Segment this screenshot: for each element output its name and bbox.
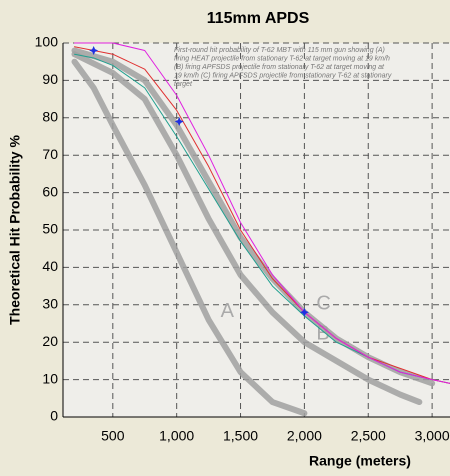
scan-curve	[71, 58, 308, 417]
x-tick-label: 1,500	[223, 428, 258, 444]
y-tick-label: 80	[42, 109, 58, 125]
annotation: First-round hit probability of T-62 MBT …	[174, 47, 385, 54]
y-axis-label: Theoretical Hit Probability %	[7, 135, 23, 325]
x-tick-label: 3,000	[415, 428, 450, 444]
x-tick-label: 1,000	[159, 428, 194, 444]
y-tick-label: 0	[50, 408, 58, 424]
y-tick-label: 60	[42, 183, 58, 199]
star-marker	[89, 45, 99, 55]
y-tick-label: 20	[42, 333, 58, 349]
annotation: firing HEAT projectile from stationary T…	[174, 55, 390, 62]
y-tick-label: 50	[42, 221, 58, 237]
annotation: (B) firing APFSDS projectile from statio…	[174, 64, 385, 71]
x-axis-label: Range (meters)	[309, 453, 411, 469]
star-marker	[174, 117, 184, 127]
scan-curve	[71, 51, 423, 406]
curve-label: C	[316, 293, 330, 315]
x-tick-label: 2,000	[287, 428, 322, 444]
y-tick-label: 10	[42, 370, 58, 386]
series-line	[73, 46, 450, 384]
annotation: 19 km/h (C) firing APFSDS projectile fro…	[174, 72, 392, 79]
y-tick-label: 70	[42, 146, 58, 162]
series-line	[73, 42, 450, 384]
curve-label: A	[221, 300, 235, 322]
annotation: target	[174, 81, 193, 88]
x-tick-label: 2,500	[351, 428, 386, 444]
y-tick-label: 30	[42, 296, 58, 312]
y-tick-label: 90	[42, 71, 58, 87]
y-tick-label: 40	[42, 258, 58, 274]
star-marker	[299, 307, 309, 317]
chart-title: 115mm APDS	[207, 10, 310, 27]
x-tick-label: 500	[101, 428, 125, 444]
y-tick-label: 100	[35, 34, 59, 50]
